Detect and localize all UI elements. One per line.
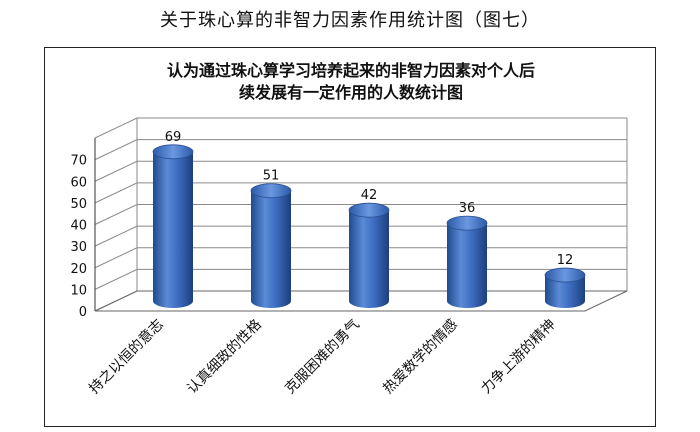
bar-body [545,275,585,308]
x-tick-label: 克服困难的勇气 [282,317,363,398]
x-tick-label: 持之以恒的意志 [86,316,167,397]
y-tick-label: 50 [70,197,87,212]
y-tick-label: 20 [70,262,87,277]
bar-1 [152,144,194,308]
gridline-diagonal [94,160,138,182]
bar-2 [250,183,292,308]
bar-body [153,151,193,308]
bar-cap [250,183,292,199]
bar-cap [446,215,488,231]
x-tick-label: 认真细致的性格 [184,317,265,398]
bar-chart: 0 10 20 30 40 50 60 70 69 持之以恒的意志 51 认真细致的性格 42 克服困难的… [70,117,628,398]
gridline-diagonal [94,139,138,161]
bar-4 [446,215,488,308]
chart-frame: 认为通过珠心算学习培养起来的非智力因素对个人后 续发展有一定作用的人数统计图 0… [44,47,656,427]
data-label: 42 [361,188,378,203]
x-tick-label: 力争上游的精神 [478,317,559,398]
bar-5 [544,267,586,308]
gridline-diagonal [94,225,138,247]
chart-floor [94,290,628,312]
bar-body [251,190,291,308]
y-tick-label: 0 [79,305,87,320]
chart-title-line-1: 认为通过珠心算学习培养起来的非智力因素对个人后 [166,61,535,80]
data-label: 69 [165,130,182,145]
bar-cap [152,144,194,160]
chart-title-line-2: 续发展有一定作用的人数统计图 [238,83,463,102]
bar-body [349,210,389,308]
data-label: 12 [557,253,574,268]
gridline-diagonal [94,182,138,204]
data-label: 36 [459,201,476,216]
gridline-diagonal [94,204,138,225]
bar-cap [348,202,390,218]
y-tick-label: 70 [70,154,87,169]
y-tick-label: 60 [70,175,87,190]
gridline-diagonal [94,268,138,290]
bar-3 [348,202,390,308]
page-title: 关于珠心算的非智力因素作用统计图（图七） [160,10,540,31]
x-tick-label: 热爱数学的情感 [380,316,461,397]
bar-cap [544,267,586,283]
data-label: 51 [263,169,280,184]
gridline-diagonal [94,117,138,139]
y-tick-label: 10 [70,283,87,298]
gridline-diagonal [94,247,138,269]
y-tick-label: 30 [70,240,87,255]
bar-body [447,223,487,308]
y-tick-label: 40 [70,219,87,234]
